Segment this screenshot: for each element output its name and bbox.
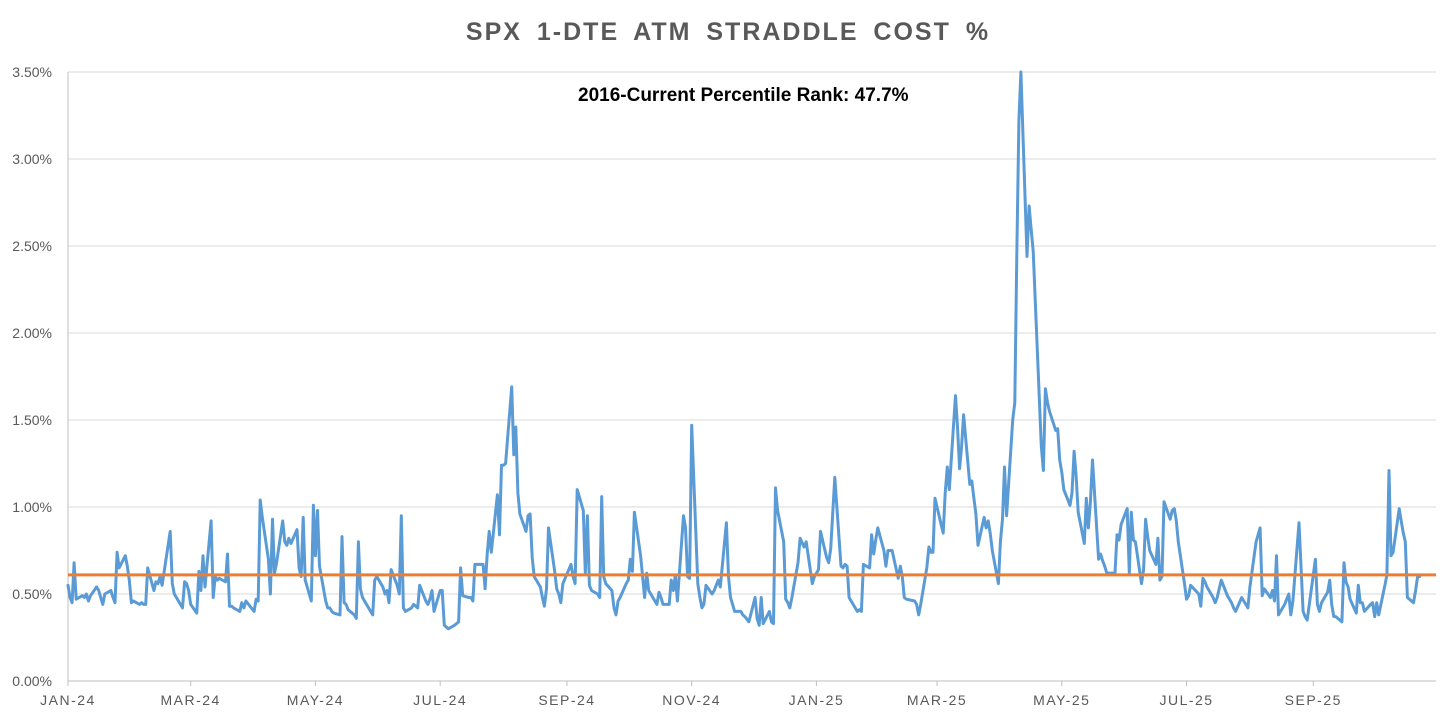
y-tick-label: 0.50% — [12, 586, 52, 602]
y-tick-label: 3.50% — [12, 64, 52, 80]
x-tick-label: NOV-24 — [662, 692, 721, 708]
axes — [67, 72, 1436, 686]
y-tick-label: 0.00% — [12, 673, 52, 689]
x-tick-label: JAN-25 — [789, 692, 845, 708]
x-tick-label: SEP-25 — [1285, 692, 1342, 708]
x-axis-tick-labels: JAN-24 MAR-24 MAY-24 JUL-24 SEP-24 NOV-24 JAN-… — [40, 692, 1342, 708]
gridlines — [68, 71, 1436, 595]
x-tick-label: JAN-24 — [40, 692, 96, 708]
x-tick-label: JUL-24 — [413, 692, 467, 708]
percentile-rank-annotation: 2016-Current Percentile Rank: 47.7% — [578, 85, 909, 106]
y-tick-label: 2.50% — [12, 238, 52, 254]
series-layer — [66, 70, 1422, 631]
series-line — [66, 70, 1422, 631]
y-tick-label: 1.50% — [12, 412, 52, 428]
x-tick-label: MAR-24 — [161, 692, 221, 708]
x-tick-label: MAY-25 — [1033, 692, 1090, 708]
x-tick-label: JUL-25 — [1159, 692, 1213, 708]
chart-title: SPX 1-DTE ATM STRADDLE COST % — [465, 18, 991, 46]
y-axis-tick-labels: 0.00% 0.50% 1.00% 1.50% 2.00% 2.50% 3.00% 3.50% — [12, 64, 52, 689]
y-tick-label: 3.00% — [12, 151, 52, 167]
x-tick-label: MAR-25 — [907, 692, 967, 708]
y-tick-label: 1.00% — [12, 499, 52, 515]
y-tick-label: 2.00% — [12, 325, 52, 341]
x-tick-label: MAY-24 — [287, 692, 344, 708]
x-tick-label: SEP-24 — [538, 692, 595, 708]
